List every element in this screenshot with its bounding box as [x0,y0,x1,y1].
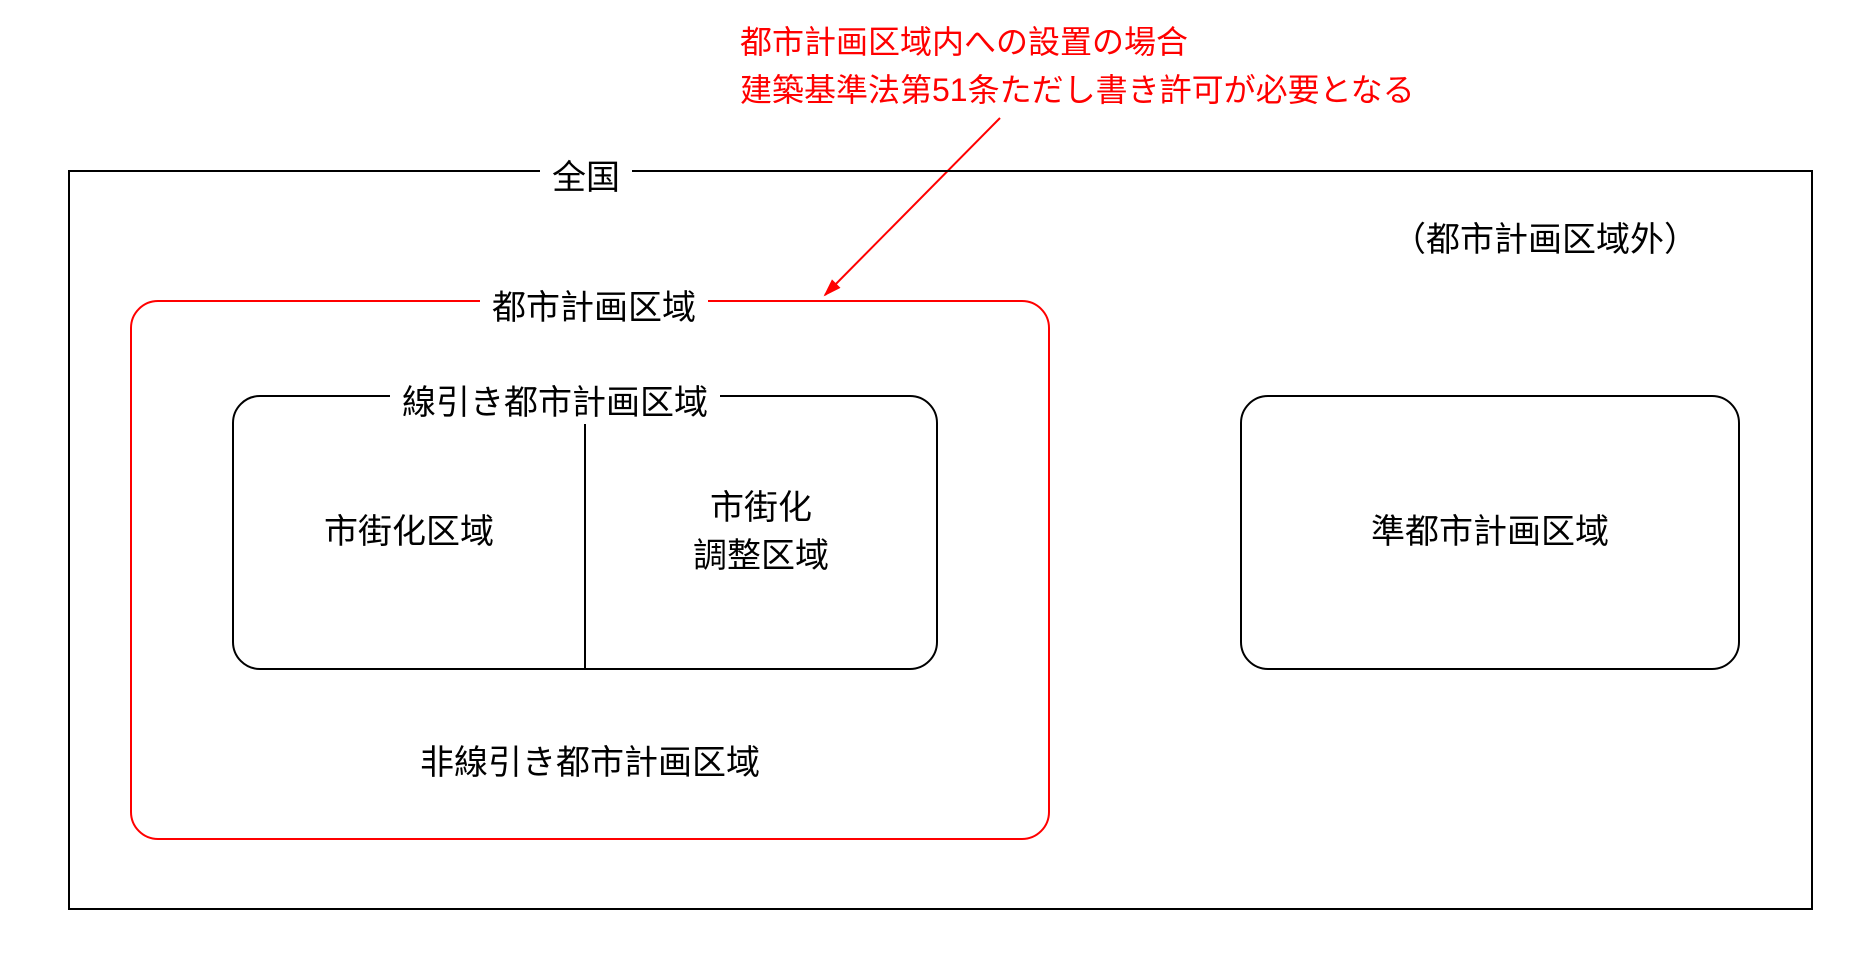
urbanization-control-label: 市街化 調整区域 [693,485,829,580]
non-delineated-label: 非線引き都市計画区域 [420,740,760,788]
outside-planning-label: （都市計画区域外） [1380,212,1710,261]
quasi-city-planning-box: 準都市計画区域 [1240,395,1740,670]
nationwide-label: 全国 [540,150,632,199]
urbanization-area: 市街化区域 [234,397,584,668]
delineated-planning-box: 市街化区域 市街化 調整区域 [232,395,938,670]
annotation-text: 都市計画区域内への設置の場合 建築基準法第51条ただし書き許可が必要となる [740,18,1415,114]
quasi-city-planning-label: 準都市計画区域 [1371,509,1609,557]
city-planning-area-label: 都市計画区域 [480,280,708,329]
urbanization-area-label: 市街化区域 [324,509,494,557]
delineated-planning-label: 線引き都市計画区域 [390,375,720,424]
urbanization-control-area: 市街化 調整区域 [586,397,936,668]
